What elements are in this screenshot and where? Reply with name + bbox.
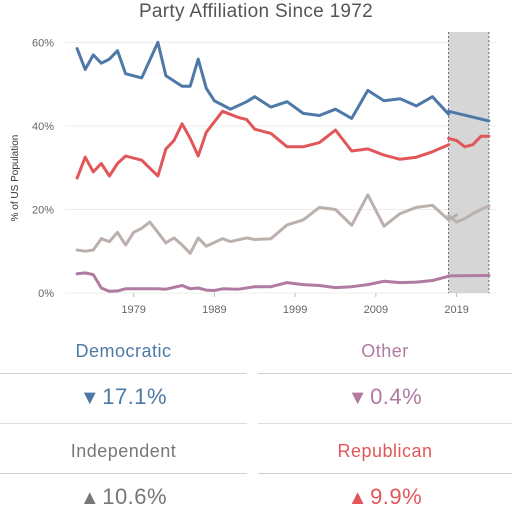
up-arrow-icon: ▲ xyxy=(79,487,101,509)
chart-title: Party Affiliation Since 1972 xyxy=(138,1,374,22)
kpi-republican-value-row: ▲9.9% xyxy=(258,484,512,511)
y-tick-labels: 0% 20% 40% 60% xyxy=(32,37,54,300)
independent-forecast-line xyxy=(447,204,491,224)
series-layer xyxy=(75,40,491,293)
kpi-other-value-row: ▼0.4% xyxy=(258,384,512,411)
kpi-democratic: Democratic ▼17.1% xyxy=(0,336,247,424)
y-tick-label: 40% xyxy=(32,121,54,133)
kpi-independent-label: Independent xyxy=(70,441,177,461)
republican-forecast-line xyxy=(447,134,491,149)
kpi-other: Other ▼0.4% xyxy=(258,336,512,424)
y-tick-label: 60% xyxy=(32,37,54,49)
up-arrow-icon: ▲ xyxy=(347,487,369,509)
party-affiliation-line-chart: 0% 20% 40% 60% 1979 1989 1999 2009 2019 % of US… xyxy=(10,32,497,316)
forecast-band xyxy=(448,32,489,293)
kpi-independent-value: 10.6% xyxy=(102,484,168,509)
kpi-other-label: Other xyxy=(361,341,409,361)
x-tick-label: 2019 xyxy=(444,304,468,316)
kpi-divider xyxy=(258,423,512,424)
kpi-divider xyxy=(0,473,247,474)
kpi-democratic-value-row: ▼17.1% xyxy=(0,384,247,411)
kpi-divider xyxy=(0,373,247,374)
x-tick-label: 2009 xyxy=(364,304,388,316)
kpi-democratic-value: 17.1% xyxy=(102,384,168,409)
kpi-republican-value: 9.9% xyxy=(370,484,423,509)
kpi-independent: Independent ▲10.6% xyxy=(0,436,247,520)
independent-series-line xyxy=(75,193,459,255)
kpi-independent-value-row: ▲10.6% xyxy=(0,484,247,511)
down-arrow-icon: ▼ xyxy=(347,387,369,409)
x-tick-label: 1979 xyxy=(121,304,145,316)
y-tick-label: 0% xyxy=(38,288,54,300)
kpi-other-value: 0.4% xyxy=(370,384,423,409)
x-tick-label: 1989 xyxy=(202,304,226,316)
kpi-democratic-label: Democratic xyxy=(75,341,172,361)
kpi-divider xyxy=(258,473,512,474)
kpi-divider xyxy=(258,373,512,374)
democratic-forecast-line xyxy=(447,109,491,123)
x-tick-labels: 1979 1989 1999 2009 2019 xyxy=(121,304,468,316)
gridlines xyxy=(65,41,497,297)
y-tick-label: 20% xyxy=(32,204,54,216)
down-arrow-icon: ▼ xyxy=(79,387,101,409)
other-series-line xyxy=(75,271,451,293)
republican-series-line xyxy=(75,109,451,180)
kpi-divider xyxy=(0,423,247,424)
democratic-series-line xyxy=(75,40,451,120)
x-tick-label: 1999 xyxy=(283,304,307,316)
y-axis-label: % of US Population xyxy=(10,135,21,222)
kpi-republican-label: Republican xyxy=(337,441,433,461)
kpi-republican: Republican ▲9.9% xyxy=(258,436,512,520)
